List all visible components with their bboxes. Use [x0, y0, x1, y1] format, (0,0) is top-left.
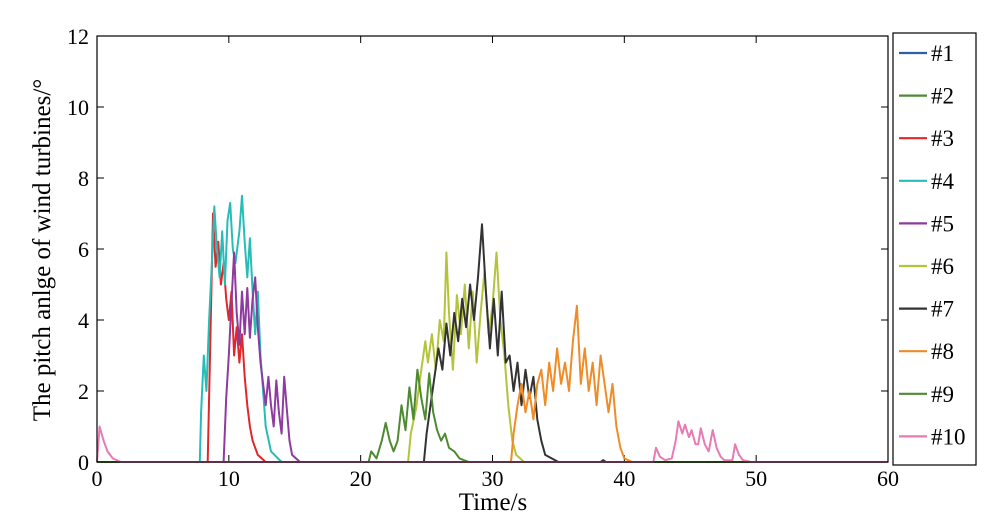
- legend-label: #3: [931, 126, 954, 151]
- series-line-7: [97, 223, 888, 463]
- series-line-5: [97, 251, 888, 463]
- series-line-6: [97, 251, 888, 463]
- legend-label: #9: [931, 382, 954, 407]
- legend-label: #8: [931, 339, 954, 364]
- y-tick-label: 10: [67, 95, 89, 120]
- x-tick-label: 40: [613, 466, 635, 491]
- legend-label: #1: [931, 41, 954, 66]
- y-tick-label: 12: [67, 24, 89, 49]
- x-tick-label: 50: [745, 466, 767, 491]
- legend-label: #6: [931, 254, 954, 279]
- legend: #1 #2 #3 #4 #5 #6 #7 #8 #9 #10: [892, 32, 977, 466]
- series-line-8: [97, 304, 888, 463]
- x-tick-label: 30: [482, 466, 504, 491]
- plot-frame: [96, 35, 889, 463]
- series-line-9: [97, 368, 888, 463]
- axis-ticks: 0 10 20 30 40 50 60 0 2 4 6 8 10 12: [67, 24, 899, 491]
- series-line-3: [97, 212, 888, 463]
- y-tick-label: 2: [78, 379, 89, 404]
- y-tick-label: 4: [78, 308, 89, 333]
- legend-label: #10: [931, 424, 966, 449]
- series-lines: [96, 194, 888, 463]
- legend-label: #7: [931, 297, 954, 322]
- x-tick-label: 20: [350, 466, 372, 491]
- x-axis-title: Time/s: [459, 489, 528, 516]
- y-axis-title: The pitch anlge of wind turbines/°: [29, 79, 56, 422]
- y-tick-label: 8: [78, 166, 89, 191]
- x-tick-label: 10: [218, 466, 240, 491]
- y-tick-label: 0: [78, 450, 89, 475]
- series-line-4: [97, 194, 888, 463]
- legend-label: #4: [931, 169, 955, 194]
- legend-label: #2: [931, 84, 954, 109]
- x-tick-label: 60: [877, 466, 899, 491]
- y-tick-label: 6: [78, 237, 89, 262]
- x-tick-label: 0: [92, 466, 103, 491]
- legend-label: #5: [931, 211, 954, 236]
